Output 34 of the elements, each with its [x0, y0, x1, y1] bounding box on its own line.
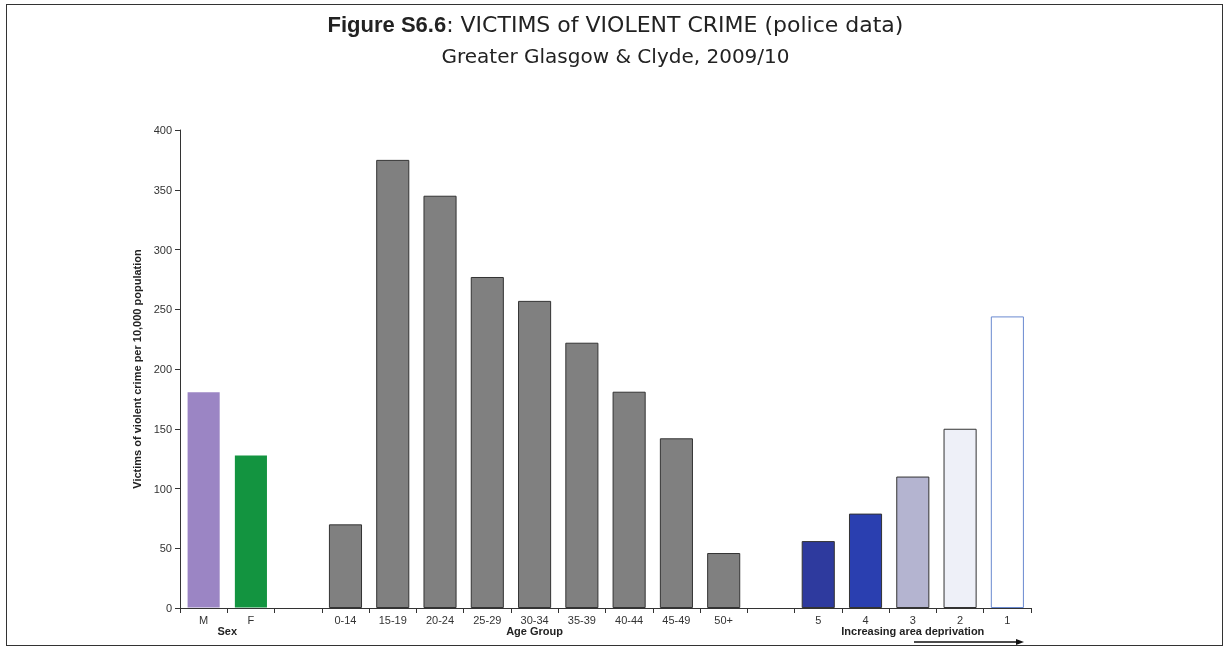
- x-tick-label: 3: [909, 613, 916, 626]
- text: Increasing area deprivation: [841, 625, 985, 637]
- x-tick-label: 5: [815, 613, 822, 626]
- chart-subtitle: Greater Glasgow & Clyde, 2009/10: [440, 44, 791, 68]
- text: Sex: [217, 625, 238, 637]
- x-tick-label: 30-34: [520, 613, 549, 626]
- chart-title: Figure S6.6: VICTIMS of VIOLENT CRIME (police data): [327, 12, 904, 37]
- y-tick-label: 200: [153, 363, 172, 375]
- x-tick-label: 20-24: [425, 613, 455, 626]
- x-tick-label: 0-14: [334, 613, 357, 626]
- y-tick-label: 250: [153, 303, 172, 316]
- x-tick-label: M: [199, 613, 209, 626]
- x-tick-label: 2: [957, 613, 964, 626]
- y-tick-label: 100: [153, 482, 172, 495]
- text: Age Group: [506, 625, 563, 637]
- x-tick-label: 50+: [714, 613, 734, 626]
- x-tick-label: 25-29: [473, 613, 502, 626]
- bar: [187, 392, 220, 608]
- x-tick-label: 4: [862, 613, 869, 626]
- x-tick-label: 15-19: [378, 613, 407, 626]
- bar: [990, 316, 1024, 608]
- y-tick-label: 150: [153, 422, 172, 435]
- y-tick-label: 50: [159, 542, 172, 555]
- y-tick-label: 0: [165, 602, 172, 614]
- x-tick-label: 40-44: [615, 613, 644, 626]
- y-tick-label: 350: [153, 183, 172, 196]
- y-tick-label: 400: [153, 124, 172, 136]
- y-tick-label: 300: [153, 243, 172, 256]
- x-tick-label: F: [247, 613, 255, 626]
- x-tick-label: 45-49: [662, 613, 691, 626]
- bar: [234, 455, 267, 608]
- x-tick-label: 1: [1004, 613, 1011, 626]
- y-axis-title: Victims of violent crime per 10,000 population: [131, 249, 144, 489]
- x-tick-label: 35-39: [567, 613, 596, 626]
